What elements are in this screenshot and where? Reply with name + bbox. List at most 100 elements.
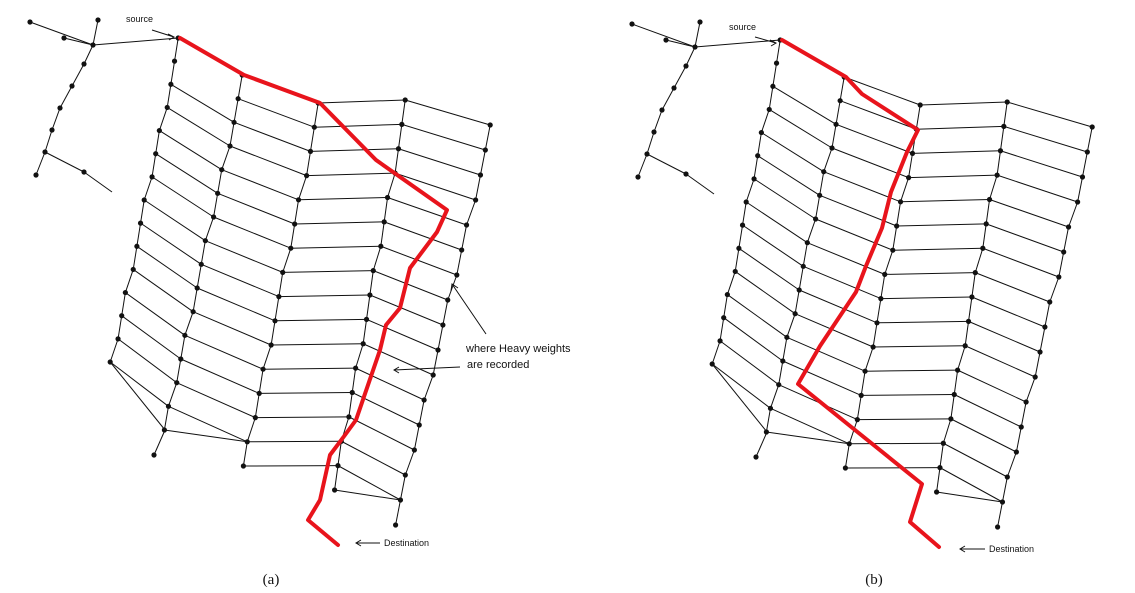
network-node [894, 223, 900, 229]
network-edge [782, 360, 862, 396]
network-node [445, 297, 451, 303]
network-edge [794, 289, 800, 314]
network-node [829, 145, 835, 151]
network-edge [310, 148, 399, 152]
network-node [295, 197, 302, 203]
network-edge [857, 418, 951, 421]
network-node [235, 96, 241, 102]
network-node [430, 372, 436, 378]
network-node [307, 148, 314, 154]
network-node [940, 440, 946, 446]
network-edge [957, 369, 1027, 403]
network-node [411, 447, 417, 453]
network-node [304, 173, 310, 179]
network-edge [254, 393, 260, 418]
network-edge [1015, 426, 1022, 453]
network-node [804, 240, 810, 246]
network-node [821, 169, 827, 175]
network-edge [794, 313, 874, 348]
network-node [739, 222, 746, 228]
network-edge [184, 311, 194, 336]
network-edge [989, 199, 1069, 228]
network-node [1004, 99, 1010, 105]
network-node [141, 197, 147, 203]
network-edge [298, 197, 388, 201]
network-edge [456, 249, 463, 276]
panel-a-destination-label: Destination [384, 538, 429, 548]
network-edge [1000, 150, 1083, 178]
network-node [1032, 374, 1038, 380]
network-edge [159, 130, 222, 171]
network-edge [387, 172, 396, 198]
network-node [937, 465, 943, 471]
network-edge [738, 225, 744, 249]
network-node [346, 414, 352, 420]
network-edge [819, 171, 825, 196]
network-edge [892, 225, 898, 251]
panel-a-note-arrow-2 [393, 366, 461, 374]
network-edge [366, 294, 371, 320]
network-edge [372, 246, 382, 271]
network-edge [900, 199, 990, 203]
network-edge [742, 201, 747, 226]
network-edge [200, 240, 206, 265]
network-node [997, 148, 1004, 154]
network-node [934, 489, 940, 495]
network-node [965, 318, 972, 324]
network-edge [83, 44, 94, 65]
network-node [751, 176, 757, 182]
network-node [134, 243, 140, 249]
network-edge [387, 197, 467, 226]
network-edge [369, 294, 444, 326]
network-edge [884, 250, 894, 275]
network-edge [761, 132, 824, 173]
network-node [393, 522, 399, 528]
network-edge [413, 424, 420, 451]
network-node [149, 174, 155, 180]
network-node [353, 365, 359, 371]
network-edge [59, 85, 73, 109]
network-edge [217, 169, 223, 194]
network-node [81, 169, 87, 175]
network-edge [1020, 401, 1027, 428]
network-edge [180, 358, 260, 394]
network-edge [246, 417, 256, 442]
network-edge [957, 345, 966, 371]
network-edge [484, 124, 491, 151]
network-edge [121, 292, 126, 316]
network-edge [892, 247, 983, 251]
network-node [767, 405, 774, 411]
network-edge [896, 201, 902, 227]
network-edge [799, 289, 878, 324]
network-node [1042, 324, 1048, 330]
network-edge [849, 442, 944, 445]
network-node [1037, 349, 1043, 355]
network-edge [975, 272, 1050, 303]
network-edge [71, 63, 85, 87]
network-edge [936, 467, 941, 493]
network-edge [971, 296, 1046, 328]
network-edge [155, 153, 218, 194]
network-edge [184, 334, 264, 370]
network-node [33, 172, 39, 178]
network-node [335, 463, 341, 469]
network-edge [865, 369, 958, 372]
network-node [367, 292, 373, 298]
network-node [202, 238, 208, 244]
network-edge [856, 395, 862, 420]
network-node [692, 44, 698, 50]
network-node [459, 247, 465, 253]
network-edge [233, 98, 239, 123]
network-edge [745, 201, 808, 244]
network-node [268, 342, 274, 348]
network-edge [719, 317, 725, 341]
network-edge [437, 324, 444, 351]
network-edge [778, 360, 784, 385]
network-node [164, 104, 170, 111]
network-node [473, 197, 479, 203]
network-node [399, 121, 405, 127]
network-node [90, 42, 96, 48]
network-edge [1077, 176, 1083, 203]
network-node [755, 153, 761, 159]
